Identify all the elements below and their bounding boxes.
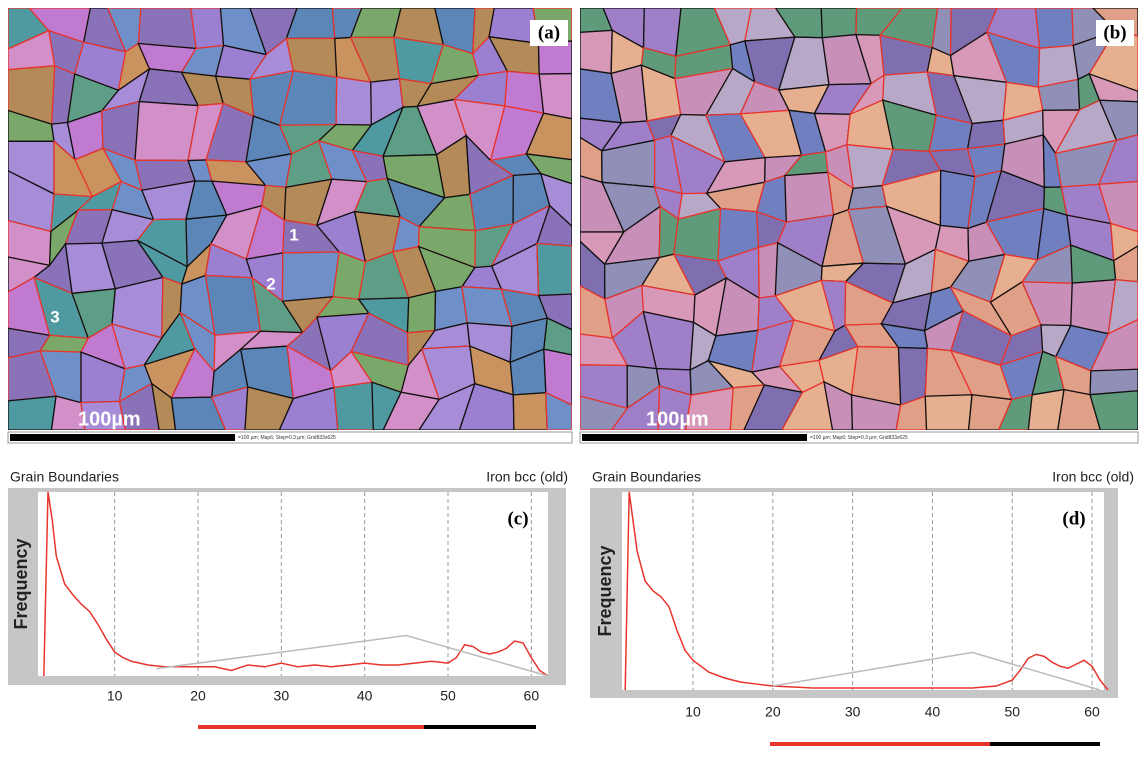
scale-info: =100 µm; Map6; Step=0.3 µm; Grid833x625	[238, 435, 336, 441]
grain	[40, 335, 88, 352]
panel-label: (a)	[538, 22, 560, 43]
chart-title: Grain Boundaries	[10, 469, 119, 485]
chart-annotation: Iron bcc (old)	[1052, 469, 1134, 485]
panel-label: (b)	[1103, 22, 1126, 43]
grain	[138, 8, 196, 48]
x-tick-label: 20	[765, 704, 781, 720]
grain-marker: 2	[266, 274, 275, 293]
grain	[334, 382, 373, 430]
grain	[848, 186, 886, 210]
chart-annotation: Iron bcc (old)	[486, 469, 568, 485]
y-axis-label: Frequency	[595, 545, 615, 636]
scale-bar	[582, 434, 807, 441]
grain	[759, 243, 778, 298]
x-tick-label: 50	[1004, 704, 1020, 720]
grain	[407, 291, 435, 333]
y-axis-label: Frequency	[11, 538, 31, 629]
grain	[539, 74, 572, 119]
grain-marker: 1	[289, 225, 298, 244]
x-tick-label: 10	[685, 704, 701, 720]
grain	[1035, 8, 1073, 48]
panel-label: (d)	[1062, 508, 1085, 529]
x-tick-label: 30	[274, 688, 290, 704]
scale-bar	[10, 434, 235, 441]
x-tick-label: 20	[190, 688, 206, 704]
scale-info: =100 µm; Map6; Step=0.3 µm; Grid833x625	[810, 435, 908, 441]
grain	[191, 8, 224, 48]
grain	[821, 8, 856, 38]
grain	[925, 395, 972, 430]
scale-text: 100µm	[646, 408, 709, 430]
x-tick-label: 60	[1084, 704, 1100, 720]
chart-title: Grain Boundaries	[592, 469, 701, 485]
grain	[283, 252, 340, 301]
scale-text: 100µm	[78, 408, 141, 430]
ebsd-map	[8, 8, 572, 430]
figure: =100 µm; Map6; Step=0.3 µm; Grid833x625 …	[0, 0, 1142, 758]
panel-label: (c)	[507, 508, 528, 529]
grain	[8, 396, 56, 430]
grain	[336, 77, 371, 125]
grain	[785, 172, 834, 222]
grain	[513, 393, 547, 430]
x-tick-label: 40	[357, 688, 373, 704]
x-tick-label: 60	[524, 688, 540, 704]
ebsd-map	[580, 8, 1138, 430]
x-tick-label: 30	[845, 704, 861, 720]
grain	[537, 244, 572, 296]
grain	[135, 102, 198, 161]
x-tick-label: 50	[440, 688, 456, 704]
x-tick-label: 10	[107, 688, 123, 704]
grain	[580, 30, 612, 73]
grain-marker: 3	[50, 307, 59, 326]
grain	[206, 275, 261, 335]
x-tick-label: 40	[925, 704, 941, 720]
plot-area	[622, 492, 1104, 690]
